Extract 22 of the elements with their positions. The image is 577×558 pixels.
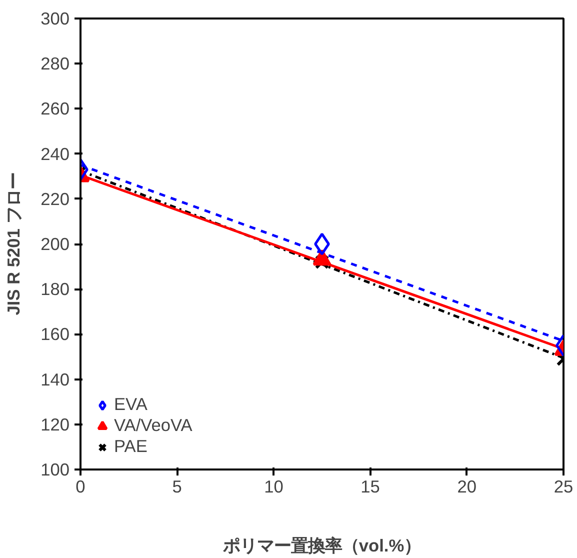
x-tick-label: 25	[554, 476, 574, 496]
x-tick-label: 20	[457, 476, 477, 496]
legend-label: EVA	[114, 394, 148, 415]
y-tick-label: 140	[40, 369, 70, 390]
y-tick-label: 220	[40, 188, 70, 209]
x-tick-label: 15	[360, 476, 380, 496]
y-tick-label: 260	[40, 98, 70, 119]
legend-label: VA/VeoVA	[114, 415, 192, 436]
y-tick-label: 100	[40, 460, 70, 480]
y-tick-label: 180	[40, 279, 70, 300]
y-tick-label: 120	[40, 414, 70, 434]
legend-label: PAE	[114, 436, 148, 457]
y-tick-label: 280	[40, 54, 70, 74]
y-tick-label: 300	[40, 8, 70, 28]
x-tick-label: 0	[76, 476, 86, 496]
x-tick-label: 10	[264, 476, 284, 496]
y-tick-label: 200	[40, 234, 70, 254]
x-axis-title: ポリマー置換率（vol.%）	[222, 536, 422, 556]
y-axis-title: JIS R 5201 フロー	[4, 172, 24, 316]
x-tick-label: 5	[172, 476, 182, 496]
y-tick-label: 240	[40, 144, 70, 164]
y-tick-label: 160	[40, 324, 70, 344]
